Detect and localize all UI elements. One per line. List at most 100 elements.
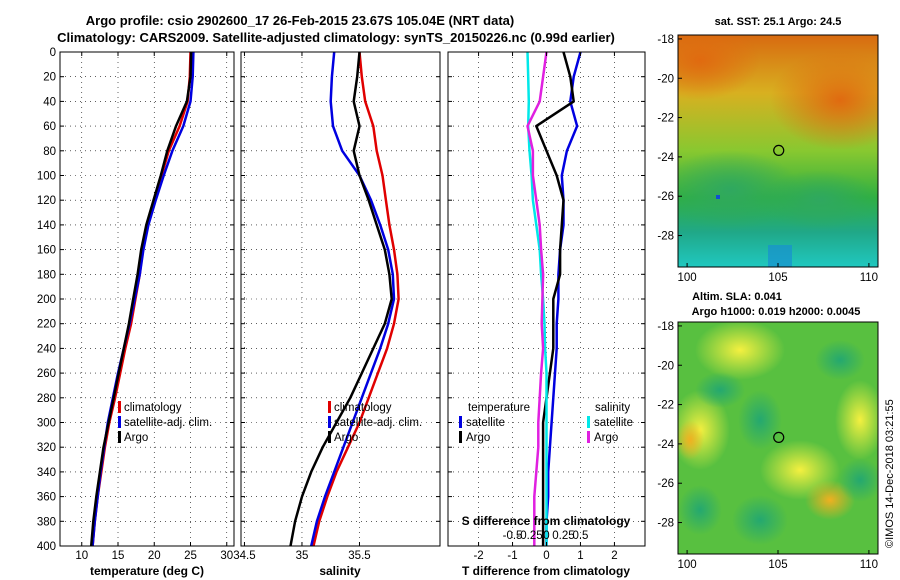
- map-x-tick-label: 100: [677, 272, 696, 284]
- series-line-climatology: [312, 52, 400, 546]
- series-line-salinity-argo: [526, 52, 548, 546]
- y-tick-label: 300: [37, 418, 56, 430]
- difference-xlabel: T difference from climatology: [462, 564, 630, 578]
- x-tick-label: 30: [220, 550, 233, 562]
- legend-title-salinity: salinity: [595, 402, 630, 414]
- map-y-tick-label: -28: [657, 518, 674, 530]
- map-y-tick-label: -22: [657, 400, 674, 412]
- y-tick-label: 200: [37, 294, 56, 306]
- legend-label-satellite: satellite-adj. clim.: [334, 417, 422, 429]
- map-y-tick-label: -28: [657, 231, 674, 243]
- sla-map-ticks: 100 105 110 -18 -20 -22 -24 -26 -28: [657, 321, 878, 571]
- difference-top-xlabel: S difference from climatology: [462, 514, 631, 528]
- salinity-lines: [289, 52, 400, 546]
- y-tick-label: 0: [50, 47, 56, 59]
- top-x-tick-label: 0.25: [552, 530, 574, 542]
- legend-title-temperature: temperature: [468, 402, 530, 414]
- map-y-tick-label: -20: [657, 360, 674, 372]
- sst-map-image: [678, 35, 878, 267]
- legend-label-sal-satellite: satellite: [594, 417, 633, 429]
- x-tick-label: 35: [296, 550, 309, 562]
- difference-ticks: -2 -1 0 1 2 -0.5-0.25 0 0.250.5: [448, 51, 645, 562]
- x-tick-label: -2: [473, 550, 483, 562]
- y-tick-label: 80: [43, 146, 56, 158]
- y-tick-label: 240: [37, 343, 56, 355]
- y-tick-label: 40: [43, 96, 56, 108]
- series-line-satellite-adj-clim-: [309, 52, 396, 546]
- map-y-tick-label: -26: [657, 478, 674, 490]
- x-tick-label: 34.5: [233, 550, 255, 562]
- series-line-temperature-argo: [535, 52, 575, 546]
- legend-swatch-sal-argo: [587, 431, 590, 443]
- x-tick-label: 25: [184, 550, 197, 562]
- sla-map-image: [678, 322, 878, 554]
- temperature-grid: [60, 52, 234, 546]
- x-tick-label: -1: [507, 550, 517, 562]
- sla-map-subtitle: Argo h1000: 0.019 h2000: 0.0045: [692, 306, 861, 318]
- legend-swatch-temp-satellite: [459, 416, 462, 428]
- legend-label-sal-argo: Argo: [594, 432, 618, 444]
- y-tick-label: 400: [37, 541, 56, 553]
- legend-swatch-climatology: [118, 401, 121, 413]
- argo-location-marker: [773, 431, 785, 444]
- salinity-grid: [241, 52, 440, 546]
- map-x-tick-label: 105: [768, 559, 787, 571]
- salinity-xlabel: salinity: [319, 564, 361, 578]
- sst-map-title: sat. SST: 25.1 Argo: 24.5: [715, 16, 842, 28]
- legend-label-argo: Argo: [334, 432, 358, 444]
- imos-watermark: ©IMOS 14-Dec-2018 03:21:55: [884, 399, 896, 548]
- salinity-ticks: 34.5 35 35.5: [233, 51, 440, 562]
- top-x-tick-label: -0.25: [516, 530, 542, 542]
- figure-title-line1: Argo profile: csio 2902600_17 26-Feb-201…: [86, 13, 514, 28]
- map-x-tick-label: 110: [860, 559, 878, 571]
- legend-label-satellite: satellite-adj. clim.: [124, 417, 212, 429]
- map-y-tick-label: -18: [657, 34, 674, 46]
- y-tick-label: 160: [37, 245, 56, 257]
- y-tick-label: 260: [37, 368, 56, 380]
- map-y-tick-label: -24: [657, 152, 674, 164]
- legend-label-climatology: climatology: [124, 402, 182, 414]
- y-tick-label: 140: [37, 220, 56, 232]
- top-x-tick-label: -0.5: [503, 530, 523, 542]
- difference-lines: [526, 52, 582, 546]
- temperature-lines: [89, 52, 195, 546]
- legend-label-argo: Argo: [124, 432, 148, 444]
- temperature-ticks: 0 20 40 60 80 100 120 140 160 180 200 220 240 260 280 3…: [37, 47, 234, 562]
- map-y-tick-label: -22: [657, 113, 674, 125]
- legend-label-temp-argo: Argo: [466, 432, 490, 444]
- difference-panel: -2 -1 0 1 2 -0.5-0.25 0 0.250.5 T difference fr…: [447, 51, 646, 578]
- argo-location-marker: [773, 144, 785, 157]
- x-tick-label: 0: [543, 550, 549, 562]
- y-tick-label: 280: [37, 393, 56, 405]
- y-tick-label: 220: [37, 319, 56, 331]
- y-tick-label: 380: [37, 516, 56, 528]
- temperature-xlabel: temperature (deg C): [90, 564, 204, 578]
- salinity-axes-box: [240, 51, 441, 547]
- map-y-tick-label: -18: [657, 321, 674, 333]
- map-x-tick-label: 105: [768, 272, 787, 284]
- x-tick-label: 15: [112, 550, 125, 562]
- y-tick-label: 100: [37, 171, 56, 183]
- top-x-tick-label: 0.5: [572, 530, 588, 542]
- y-tick-label: 320: [37, 442, 56, 454]
- legend-swatch-sal-satellite: [587, 416, 590, 428]
- legend-swatch-argo: [118, 431, 121, 443]
- y-tick-label: 60: [43, 121, 56, 133]
- y-tick-label: 340: [37, 467, 56, 479]
- map-y-tick-label: -24: [657, 439, 674, 451]
- series-line-argo: [289, 52, 393, 546]
- x-tick-label: 1: [577, 550, 583, 562]
- salinity-legend: climatology satellite-adj. clim. Argo: [328, 401, 422, 444]
- x-tick-label: 20: [148, 550, 161, 562]
- series-line-temperature-satellite: [545, 52, 582, 546]
- x-tick-label: 2: [611, 550, 617, 562]
- series-line-argo: [89, 52, 193, 546]
- legend-label-temp-satellite: satellite: [466, 417, 505, 429]
- legend-swatch-satellite: [118, 416, 121, 428]
- sst-map-panel: sat. SST: 25.1 Argo: 24.5 100 105 110 -18 -2…: [657, 16, 879, 284]
- y-tick-label: 20: [43, 72, 56, 84]
- legend-swatch-climatology: [328, 401, 331, 413]
- temperature-axes-box: [59, 51, 235, 547]
- map-x-tick-label: 110: [860, 272, 878, 284]
- sla-map-panel: Altim. SLA: 0.041 Argo h1000: 0.019 h200…: [657, 291, 879, 571]
